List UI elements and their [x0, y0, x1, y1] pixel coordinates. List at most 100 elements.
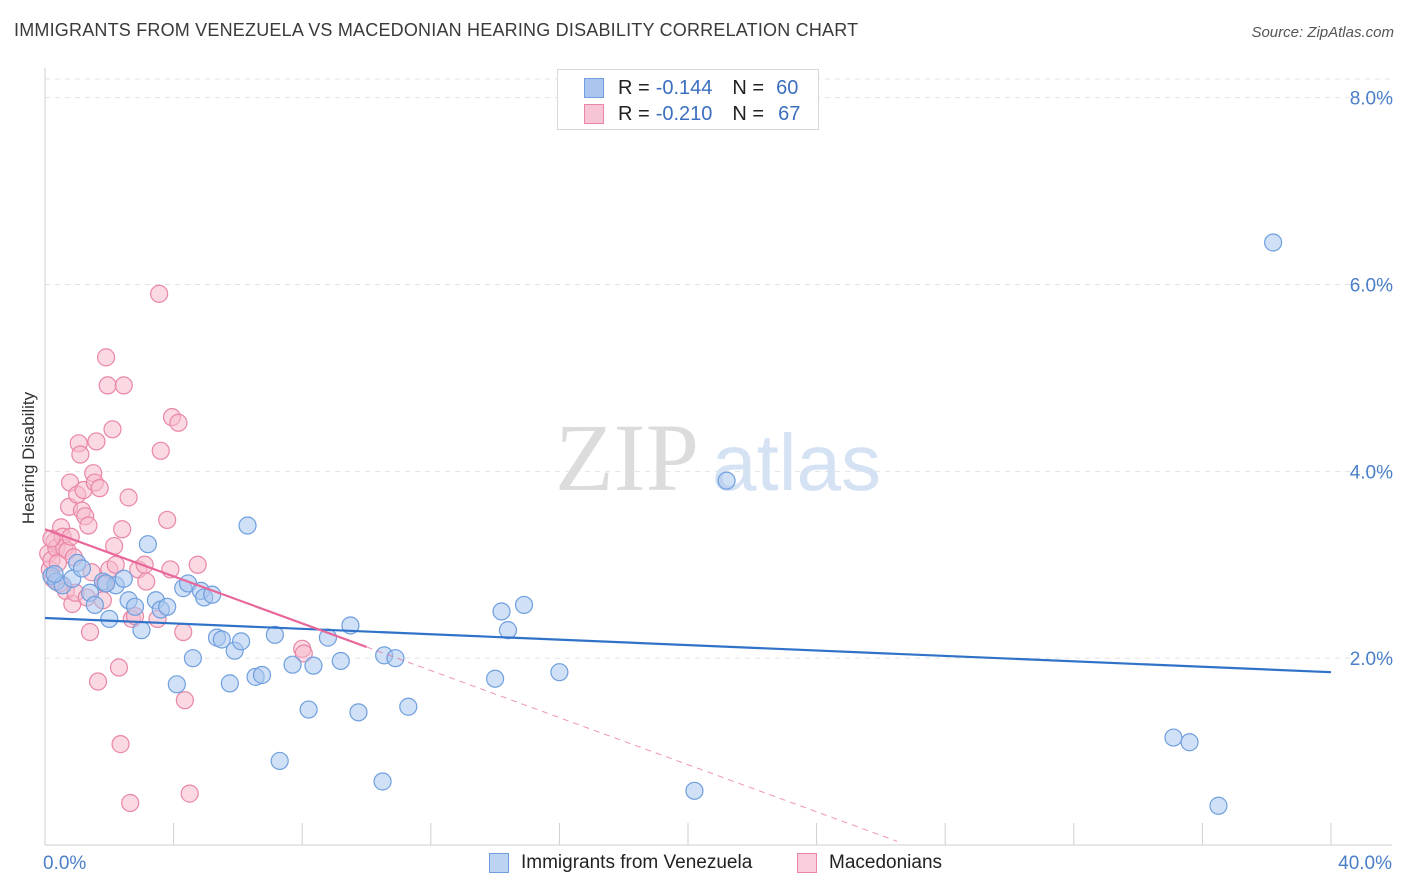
r-label: R =: [618, 76, 650, 99]
source-label: Source: ZipAtlas.com: [1251, 24, 1394, 41]
y-tick-label: 4.0%: [1350, 462, 1393, 483]
y-axis-label: Hearing Disability: [19, 391, 38, 524]
point-venezuela: [386, 649, 405, 668]
point-venezuela: [1264, 233, 1283, 252]
point-venezuela: [132, 621, 151, 640]
correlation-legend: R = -0.144 N = 60 R = -0.210 N = 67: [557, 69, 819, 130]
n-label: N =: [732, 76, 765, 99]
point-macedonian: [103, 420, 122, 439]
point-macedonian: [169, 413, 188, 432]
x-tick-label: 0.0%: [43, 853, 86, 874]
point-venezuela: [717, 471, 736, 490]
n-label: N =: [732, 102, 765, 125]
point-macedonian: [119, 488, 138, 507]
point-venezuela: [685, 781, 704, 800]
point-macedonian: [90, 479, 109, 498]
point-macedonian: [151, 441, 170, 460]
point-venezuela: [220, 674, 239, 693]
legend-swatch-pink: [584, 104, 604, 124]
legend-item-macedonians[interactable]: Macedonians: [797, 852, 942, 874]
point-venezuela: [299, 700, 318, 719]
watermark-atlas: atlas: [712, 418, 881, 507]
series-venezuela: [42, 233, 1283, 815]
y-tick-label: 6.0%: [1350, 276, 1393, 297]
point-macedonian: [188, 555, 207, 574]
r-label: R =: [618, 102, 650, 125]
point-macedonian: [109, 658, 129, 677]
point-venezuela: [167, 675, 186, 694]
point-venezuela: [212, 630, 231, 649]
point-venezuela: [304, 656, 323, 675]
point-venezuela: [232, 632, 251, 651]
point-venezuela: [283, 655, 302, 674]
legend-row-venezuela: R = -0.144 N = 60: [558, 75, 798, 101]
point-macedonian: [88, 672, 108, 691]
point-venezuela: [373, 772, 392, 791]
point-venezuela: [114, 569, 133, 588]
n-value: 60: [776, 76, 799, 99]
point-macedonian: [294, 644, 313, 663]
point-macedonian: [175, 691, 194, 710]
point-venezuela: [349, 703, 368, 722]
y-tick-label: 2.0%: [1350, 649, 1393, 670]
point-venezuela: [238, 516, 257, 535]
point-macedonian: [87, 432, 106, 451]
point-macedonian: [96, 348, 116, 367]
point-venezuela: [498, 621, 518, 640]
watermark-zip: ZIP: [555, 404, 699, 511]
point-venezuela: [486, 669, 505, 688]
n-value: 67: [778, 102, 801, 125]
point-macedonian: [111, 735, 130, 754]
trend-line-venezuela: [44, 616, 1332, 674]
legend-swatch-blue: [584, 78, 604, 98]
x-tick-label: 40.0%: [1338, 853, 1392, 874]
point-venezuela: [252, 665, 272, 685]
axes: [44, 68, 1392, 846]
gridlines: [45, 78, 1392, 659]
y-tick-label: 8.0%: [1350, 89, 1393, 110]
point-venezuela: [125, 597, 145, 616]
point-venezuela: [1180, 733, 1199, 752]
point-venezuela: [270, 751, 289, 771]
point-macedonian: [174, 622, 193, 642]
point-macedonian: [71, 445, 90, 464]
trend-lines: [44, 528, 1332, 842]
point-macedonian: [98, 376, 117, 395]
point-venezuela: [72, 559, 92, 578]
legend-swatch-blue: [489, 853, 509, 873]
point-macedonian: [137, 572, 156, 591]
point-venezuela: [100, 609, 119, 629]
point-venezuela: [138, 535, 157, 554]
point-venezuela: [45, 564, 64, 584]
legend-label-macedonians: Macedonians: [829, 852, 943, 873]
trend-line-macedonians: [44, 528, 367, 648]
r-value: -0.210: [655, 102, 713, 125]
legend-item-venezuela[interactable]: Immigrants from Venezuela: [489, 852, 752, 874]
point-venezuela: [492, 602, 511, 621]
point-macedonian: [80, 622, 100, 642]
point-macedonian: [180, 784, 199, 803]
point-macedonian: [114, 376, 133, 395]
point-venezuela: [158, 597, 177, 616]
point-macedonian: [158, 510, 177, 530]
point-venezuela: [1209, 796, 1228, 815]
point-venezuela: [183, 649, 202, 668]
point-macedonian: [121, 793, 140, 813]
point-macedonian: [42, 529, 61, 548]
watermark: ZIP atlas: [555, 404, 881, 511]
chart-title: IMMIGRANTS FROM VENEZUELA VS MACEDONIAN …: [14, 20, 859, 40]
point-venezuela: [265, 625, 284, 644]
point-venezuela: [550, 663, 569, 682]
legend-label-venezuela: Immigrants from Venezuela: [521, 852, 753, 873]
tick-labels: 2.0% 4.0% 6.0% 8.0% 0.0% 40.0%: [43, 89, 1393, 874]
point-venezuela: [96, 574, 116, 593]
point-venezuela: [1164, 728, 1183, 747]
r-value: -0.144: [655, 76, 713, 99]
point-venezuela: [514, 595, 534, 615]
point-venezuela: [331, 651, 350, 671]
trend-line-macedonians-extension: [366, 646, 898, 842]
point-macedonian: [150, 284, 169, 303]
legend-row-macedonians: R = -0.210 N = 67: [558, 101, 800, 127]
point-macedonian: [113, 520, 132, 539]
